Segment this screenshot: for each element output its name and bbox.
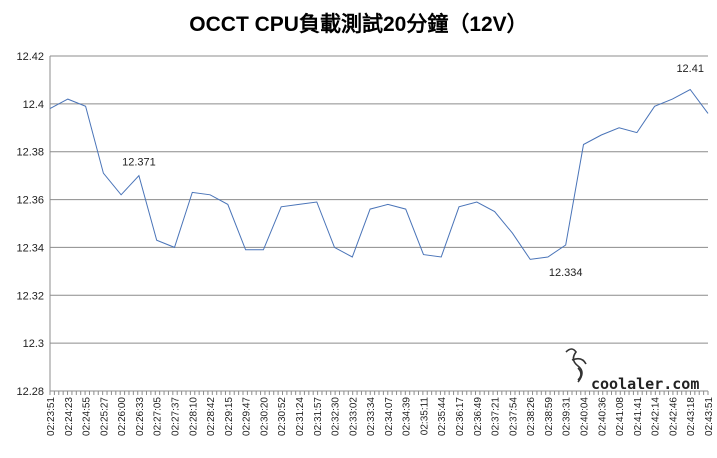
- gridlines: [50, 55, 708, 392]
- y-tick-label: 12.3: [23, 338, 44, 350]
- x-tick-label: 02:31:24: [295, 397, 306, 436]
- x-tick-label: 02:24:23: [64, 397, 75, 436]
- x-tick-label: 02:30:20: [259, 397, 270, 436]
- x-tick-label: 02:34:39: [402, 397, 413, 436]
- data-annotations: 12.371 12.334 12.41: [122, 63, 704, 279]
- x-tick-label: 02:43:51: [704, 397, 715, 436]
- x-tick-label: 02:43:18: [686, 397, 697, 436]
- x-tick-label: 02:23:51: [46, 397, 57, 436]
- annotation-label: 12.334: [549, 267, 583, 279]
- x-tick-labels: 02:23:51 02:24:23 02:24:55 02:25:27 02:26:00…: [46, 397, 715, 436]
- chart-title: OCCT CPU負載測試20分鐘（12V）: [189, 13, 528, 36]
- x-tick-label: 02:28:10: [188, 397, 199, 436]
- x-tick-label: 02:26:00: [117, 397, 128, 436]
- x-tick-label: 02:27:05: [153, 397, 164, 436]
- x-tick-label: 02:37:54: [508, 397, 519, 436]
- x-tick-label: 02:36:49: [473, 397, 484, 436]
- x-tick-label: 02:29:15: [224, 397, 235, 436]
- y-tick-label: 12.34: [16, 242, 44, 254]
- x-tick-label: 02:35:44: [437, 397, 448, 436]
- x-tick-label: 02:42:46: [668, 397, 679, 436]
- x-tick-label: 02:41:08: [615, 397, 626, 436]
- x-tick-label: 02:32:30: [331, 397, 342, 436]
- x-tick-label: 02:30:52: [277, 397, 288, 436]
- watermark: coolaler.com: [565, 348, 699, 393]
- y-tick-label: 12.42: [16, 51, 44, 63]
- y-tick-label: 12.36: [16, 195, 44, 207]
- x-tick-label: 02:41:41: [633, 397, 644, 436]
- annotation-label: 12.41: [676, 63, 704, 75]
- x-tick-label: 02:33:02: [348, 397, 359, 436]
- x-tick-label: 02:38:26: [526, 397, 537, 436]
- x-tick-label: 02:27:37: [170, 397, 181, 436]
- watermark-logo-icon: [565, 348, 587, 383]
- x-tick-label: 02:34:07: [384, 397, 395, 436]
- x-tick-label: 02:35:11: [419, 397, 430, 436]
- series-line-12v: [49, 88, 709, 260]
- watermark-text: coolaler.com: [591, 375, 699, 393]
- x-tick-label: 02:28:42: [206, 397, 217, 436]
- x-tick-label: 02:24:55: [82, 397, 93, 436]
- y-tick-label: 12.38: [16, 147, 44, 159]
- x-tick-label: 02:40:04: [580, 397, 591, 436]
- x-tick-label: 02:38:59: [544, 397, 555, 436]
- annotation-label: 12.371: [122, 156, 156, 168]
- y-tick-label: 12.28: [16, 386, 44, 398]
- x-tick-label: 02:37:21: [491, 397, 502, 436]
- x-tick-label: 02:25:27: [99, 397, 110, 436]
- x-tick-label: 02:36:17: [455, 397, 466, 436]
- x-tick-label: 02:39:31: [562, 397, 573, 436]
- x-tick-label: 02:42:14: [651, 397, 662, 436]
- y-tick-labels: 12.42 12.4 12.38 12.36 12.34 12.32 12.3 12.28: [16, 51, 44, 398]
- x-tick-label: 02:33:34: [366, 397, 377, 436]
- x-tick-label: 02:26:33: [135, 397, 146, 436]
- y-tick-label: 12.32: [16, 290, 44, 302]
- y-tick-label: 12.4: [23, 99, 44, 111]
- x-tick-label: 02:31:57: [313, 397, 324, 436]
- axes: [49, 56, 709, 395]
- x-tick-label: 02:40:36: [597, 397, 608, 436]
- x-tick-label: 02:29:47: [242, 397, 253, 436]
